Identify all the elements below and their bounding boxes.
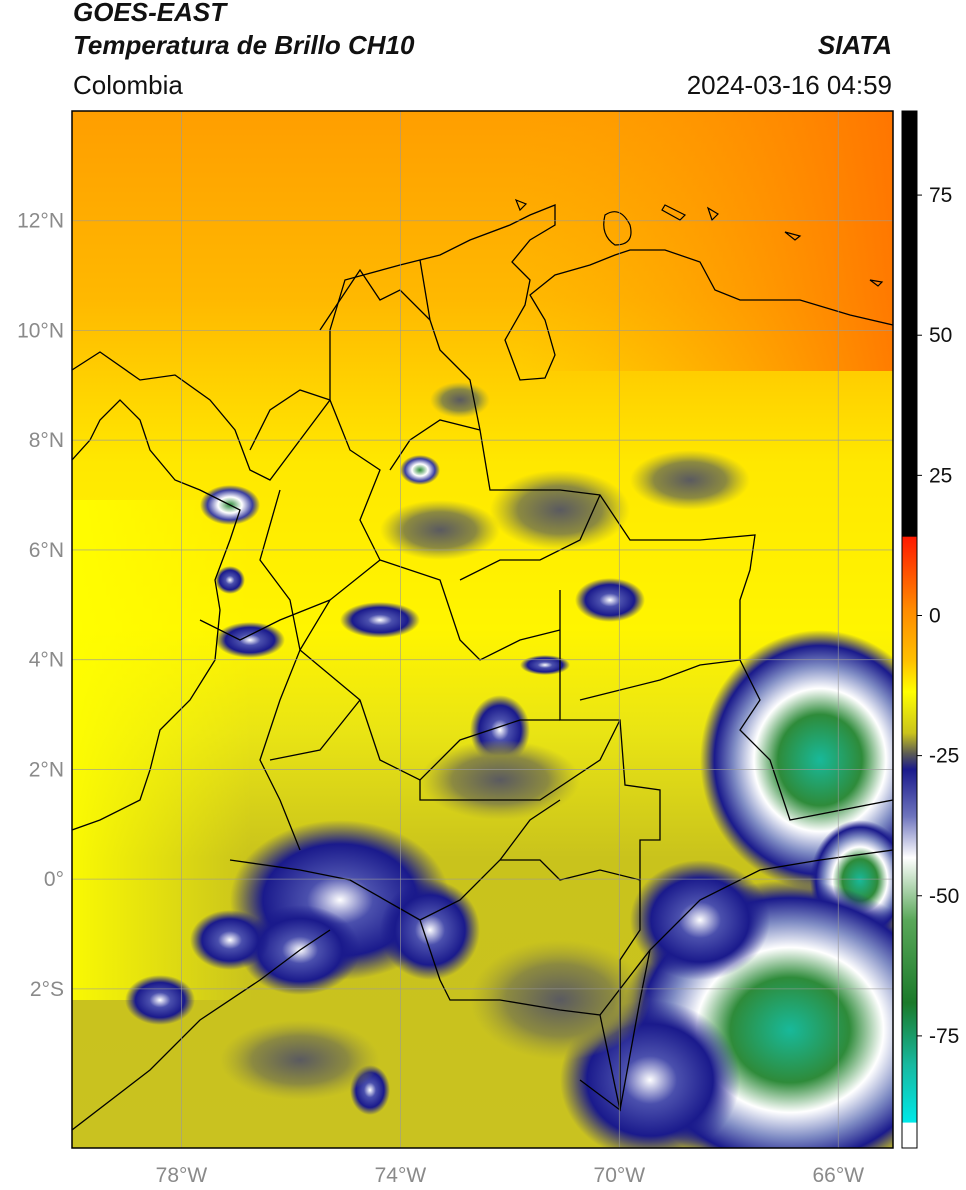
lat-tick-label: 2°S xyxy=(30,978,64,1001)
map-image xyxy=(72,111,893,1148)
gridlines xyxy=(72,111,893,1148)
lat-tick-label: 2°N xyxy=(29,758,64,781)
colorbar xyxy=(901,110,918,1149)
lat-tick-label: 8°N xyxy=(29,429,64,452)
lat-tick-label: 10°N xyxy=(17,319,64,342)
timestamp-label: 2024-03-16 04:59 xyxy=(686,70,892,100)
lat-tick-label: 0° xyxy=(44,868,64,891)
lat-tick-label: 12°N xyxy=(17,210,64,233)
country-borders xyxy=(72,204,893,1131)
colorbar-tick-label: -25 xyxy=(929,745,959,768)
latitude-ticks: 12°N 10°N 8°N 6°N 4°N 2°N 0° 2°S xyxy=(17,210,64,1001)
colorbar-tick-label: 50 xyxy=(929,324,952,347)
colorbar-tick-label: 25 xyxy=(929,464,952,487)
colorbar-tick-label: 75 xyxy=(929,184,952,207)
lon-tick-label: 74°W xyxy=(375,1164,427,1187)
lon-tick-label: 78°W xyxy=(156,1164,208,1187)
title-line-2: Temperatura de Brillo CH10 xyxy=(73,30,415,60)
longitude-ticks: 78°W 74°W 70°W 66°W xyxy=(156,1164,865,1187)
colorbar-ticks: 75 50 25 0 -25 -50 -75 xyxy=(917,184,959,1048)
lat-tick-label: 6°N xyxy=(29,539,64,562)
lon-tick-label: 66°W xyxy=(812,1164,864,1187)
colorbar-tick-label: -75 xyxy=(929,1025,959,1048)
colorbar-tick-label: -50 xyxy=(929,885,959,908)
region-label: Colombia xyxy=(73,70,183,100)
source-label: SIATA xyxy=(817,30,892,60)
lon-tick-label: 70°W xyxy=(594,1164,646,1187)
colorbar-tick-label: 0 xyxy=(929,604,941,627)
lat-tick-label: 4°N xyxy=(29,649,64,672)
plot-frame xyxy=(71,110,894,1149)
title-line-1: GOES-EAST xyxy=(73,0,227,27)
